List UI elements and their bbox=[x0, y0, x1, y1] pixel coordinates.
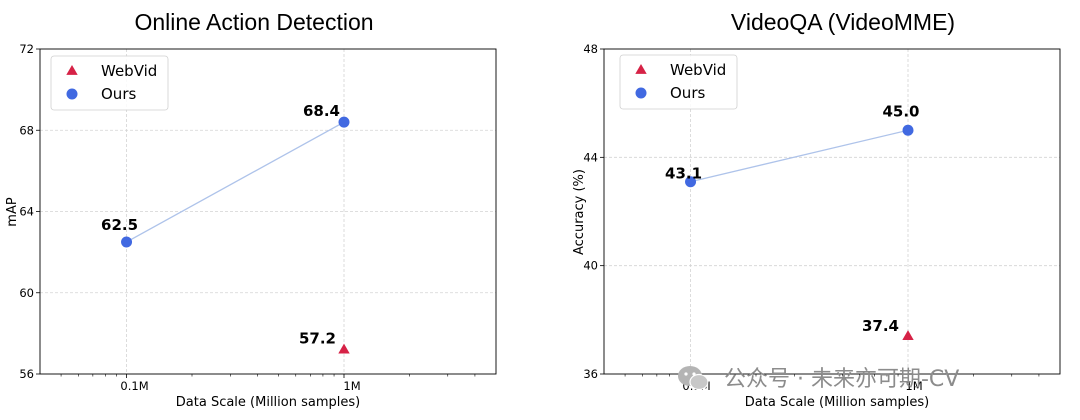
data-label: 62.5 bbox=[101, 216, 138, 234]
chart-panel-1: Online Action Detection 56 60 64 68 72 0.1M 1M D… bbox=[5, 9, 497, 410]
legend: WebVid Ours bbox=[50, 55, 169, 111]
wechat-icon-eye bbox=[684, 372, 688, 376]
data-label: 37.4 bbox=[862, 317, 899, 335]
watermark-text: 公众号 · 未来亦可期-CV bbox=[724, 367, 959, 392]
series-webvid: 57.2 bbox=[299, 330, 350, 354]
series-line bbox=[126, 121, 345, 243]
legend-label: Ours bbox=[670, 84, 705, 102]
wechat-icon-eye bbox=[692, 372, 696, 376]
plot-frame bbox=[39, 48, 497, 375]
y-tick-label: 48 bbox=[583, 42, 598, 56]
data-point-triangle bbox=[902, 330, 914, 340]
y-tick-label: 44 bbox=[583, 150, 598, 164]
x-tick-label: 1M bbox=[905, 379, 922, 393]
chart-title: Online Action Detection bbox=[134, 9, 373, 35]
watermark: 公众号 · 未来亦可期-CV bbox=[678, 366, 959, 392]
data-label: 57.2 bbox=[299, 330, 336, 348]
chart-title: VideoQA (VideoMME) bbox=[731, 9, 955, 35]
series-line bbox=[690, 129, 909, 183]
legend-circle-marker bbox=[635, 87, 647, 99]
legend-box bbox=[50, 55, 169, 111]
legend-triangle-marker bbox=[635, 64, 647, 74]
legend-triangle-marker bbox=[66, 65, 78, 75]
data-point-triangle bbox=[338, 343, 350, 354]
x-tick-label: 0.1M bbox=[120, 379, 148, 393]
legend-label: WebVid bbox=[101, 62, 157, 80]
data-point-circle bbox=[121, 236, 133, 248]
y-axis-label: mAP bbox=[5, 197, 20, 227]
plot-frame bbox=[603, 48, 1061, 375]
series-ours: 43.1 45.0 bbox=[665, 102, 920, 188]
y-tick-label: 60 bbox=[19, 286, 34, 300]
data-point-circle bbox=[902, 124, 914, 136]
wechat-icon bbox=[678, 366, 709, 391]
data-label: 43.1 bbox=[665, 165, 702, 183]
wechat-icon-bubble-small bbox=[689, 373, 709, 391]
x-tick-label: 1M bbox=[343, 379, 360, 393]
y-tick-label: 68 bbox=[19, 123, 34, 137]
y-tick-label: 64 bbox=[19, 205, 34, 219]
data-label: 68.4 bbox=[303, 102, 340, 120]
y-tick-label: 36 bbox=[583, 367, 598, 381]
legend-circle-marker bbox=[66, 88, 78, 100]
data-label: 45.0 bbox=[882, 102, 919, 120]
data-point-circle bbox=[338, 116, 350, 128]
legend: WebVid Ours bbox=[619, 54, 738, 110]
y-tick-label: 56 bbox=[19, 367, 34, 381]
x-axis-label: Data Scale (Million samples) bbox=[745, 395, 929, 410]
legend-label: Ours bbox=[101, 85, 136, 103]
series-ours: 62.5 68.4 bbox=[101, 102, 350, 248]
y-tick-label: 72 bbox=[19, 42, 34, 56]
data-point-circle bbox=[685, 176, 697, 188]
legend-box bbox=[619, 54, 738, 110]
x-axis-label: Data Scale (Million samples) bbox=[176, 395, 360, 410]
legend-label: WebVid bbox=[670, 61, 726, 79]
y-tick-label: 40 bbox=[583, 259, 598, 273]
series-webvid: 37.4 bbox=[862, 317, 914, 340]
y-axis-label: Accuracy (%) bbox=[572, 169, 587, 255]
